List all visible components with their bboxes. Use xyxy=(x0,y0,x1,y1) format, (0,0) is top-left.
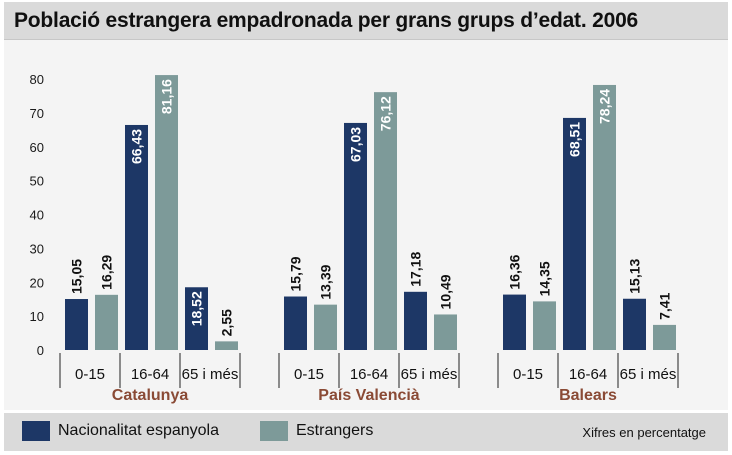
bar-estrangers xyxy=(593,84,616,350)
legend-swatch-estrangers xyxy=(260,421,288,441)
bar-value-label: 67,03 xyxy=(348,127,364,162)
bar-nacionalitat xyxy=(503,294,526,350)
bar-estrangers xyxy=(155,75,178,350)
bar-estrangers xyxy=(374,92,397,351)
y-tick-label: 40 xyxy=(30,208,44,223)
chart-panel: 0 10 20 30 40 50 60 70 80 15,05 16,29 66,43 81,16 18… xyxy=(4,40,728,410)
bar-value-label: 16,36 xyxy=(507,254,523,289)
bar-nacionalitat xyxy=(404,291,427,350)
age-group-label: 65 i més xyxy=(620,366,677,383)
legend-label-nacionalitat: Nacionalitat espanyola xyxy=(58,422,219,439)
bar-value-label: 66,43 xyxy=(129,129,145,164)
y-tick-label: 70 xyxy=(30,106,44,121)
bar-value-label: 18,52 xyxy=(189,291,205,326)
age-group-label: 0-15 xyxy=(513,366,543,383)
bar-value-label: 78,24 xyxy=(597,89,613,124)
age-group-label: 16-64 xyxy=(569,366,607,383)
y-tick-label: 80 xyxy=(30,72,44,87)
region-label: Balears xyxy=(559,387,617,404)
legend: Nacionalitat espanyola Estrangers Xifres… xyxy=(4,413,728,451)
bar-chart: 0 10 20 30 40 50 60 70 80 15,05 16,29 66,43 81,16 18… xyxy=(30,72,679,404)
age-group-label: 65 i més xyxy=(401,366,458,383)
region-group: 15,05 16,29 66,43 81,16 18,52 2,55 0-15 16-64 65… xyxy=(59,75,241,404)
region-label: Catalunya xyxy=(112,387,189,404)
bar-value-label: 10,49 xyxy=(438,274,454,309)
region-group: 16,36 14,35 68,51 78,24 15,13 7,41 0-15 16-64 65… xyxy=(497,84,679,404)
y-axis: 0 10 20 30 40 50 60 70 80 xyxy=(30,72,44,358)
bar-estrangers xyxy=(215,341,238,350)
y-tick-label: 50 xyxy=(30,174,44,189)
bar-value-label: 7,41 xyxy=(657,292,673,319)
bar-value-label: 14,35 xyxy=(537,261,553,296)
bar-nacionalitat xyxy=(284,296,307,350)
age-group-label: 0-15 xyxy=(294,366,324,383)
bar-estrangers xyxy=(533,301,556,350)
bar-value-label: 81,16 xyxy=(159,79,175,114)
legend-item-estrangers: Estrangers xyxy=(260,421,373,441)
legend-item-nacionalitat: Nacionalitat espanyola xyxy=(22,421,219,441)
bar-estrangers xyxy=(434,314,457,350)
bar-nacionalitat xyxy=(623,298,646,350)
title-bar: Població estrangera empadronada per gran… xyxy=(4,2,728,40)
bar-estrangers xyxy=(653,324,676,350)
bar-value-label: 15,79 xyxy=(288,256,304,291)
bar-nacionalitat xyxy=(185,287,208,350)
bar-value-label: 68,51 xyxy=(567,122,583,157)
y-tick-label: 0 xyxy=(37,343,44,358)
bar-nacionalitat xyxy=(563,117,586,350)
bar-estrangers xyxy=(314,304,337,350)
plot-area: 15,05 16,29 66,43 81,16 18,52 2,55 0-15 16-64 65… xyxy=(59,75,679,404)
bar-nacionalitat xyxy=(65,299,88,350)
bar-value-label: 17,18 xyxy=(408,252,424,287)
region-label: País Valencià xyxy=(318,387,420,404)
age-group-label: 16-64 xyxy=(350,366,388,383)
age-group-label: 16-64 xyxy=(131,366,169,383)
region-group: 15,79 13,39 67,03 76,12 17,18 10,49 0-15 16-64 6… xyxy=(278,92,460,404)
bar-value-label: 76,12 xyxy=(378,96,394,131)
bar-value-label: 15,05 xyxy=(69,259,85,294)
units-note: Xifres en percentatge xyxy=(582,425,706,440)
legend-swatch-nacionalitat xyxy=(22,421,50,441)
bar-value-label: 13,39 xyxy=(318,264,334,299)
y-tick-label: 30 xyxy=(30,241,44,256)
bar-nacionalitat xyxy=(344,122,367,350)
bar-nacionalitat xyxy=(125,124,148,350)
age-group-label: 65 i més xyxy=(182,366,239,383)
legend-label-estrangers: Estrangers xyxy=(296,422,374,439)
y-tick-label: 20 xyxy=(30,275,44,290)
age-group-label: 0-15 xyxy=(75,366,105,383)
chart-title: Població estrangera empadronada per gran… xyxy=(14,9,639,32)
y-tick-label: 10 xyxy=(30,309,44,324)
bar-estrangers xyxy=(95,294,118,350)
bar-value-label: 15,13 xyxy=(627,258,643,293)
bar-value-label: 2,55 xyxy=(219,309,235,336)
bar-value-label: 16,29 xyxy=(99,255,115,290)
y-tick-label: 60 xyxy=(30,140,44,155)
